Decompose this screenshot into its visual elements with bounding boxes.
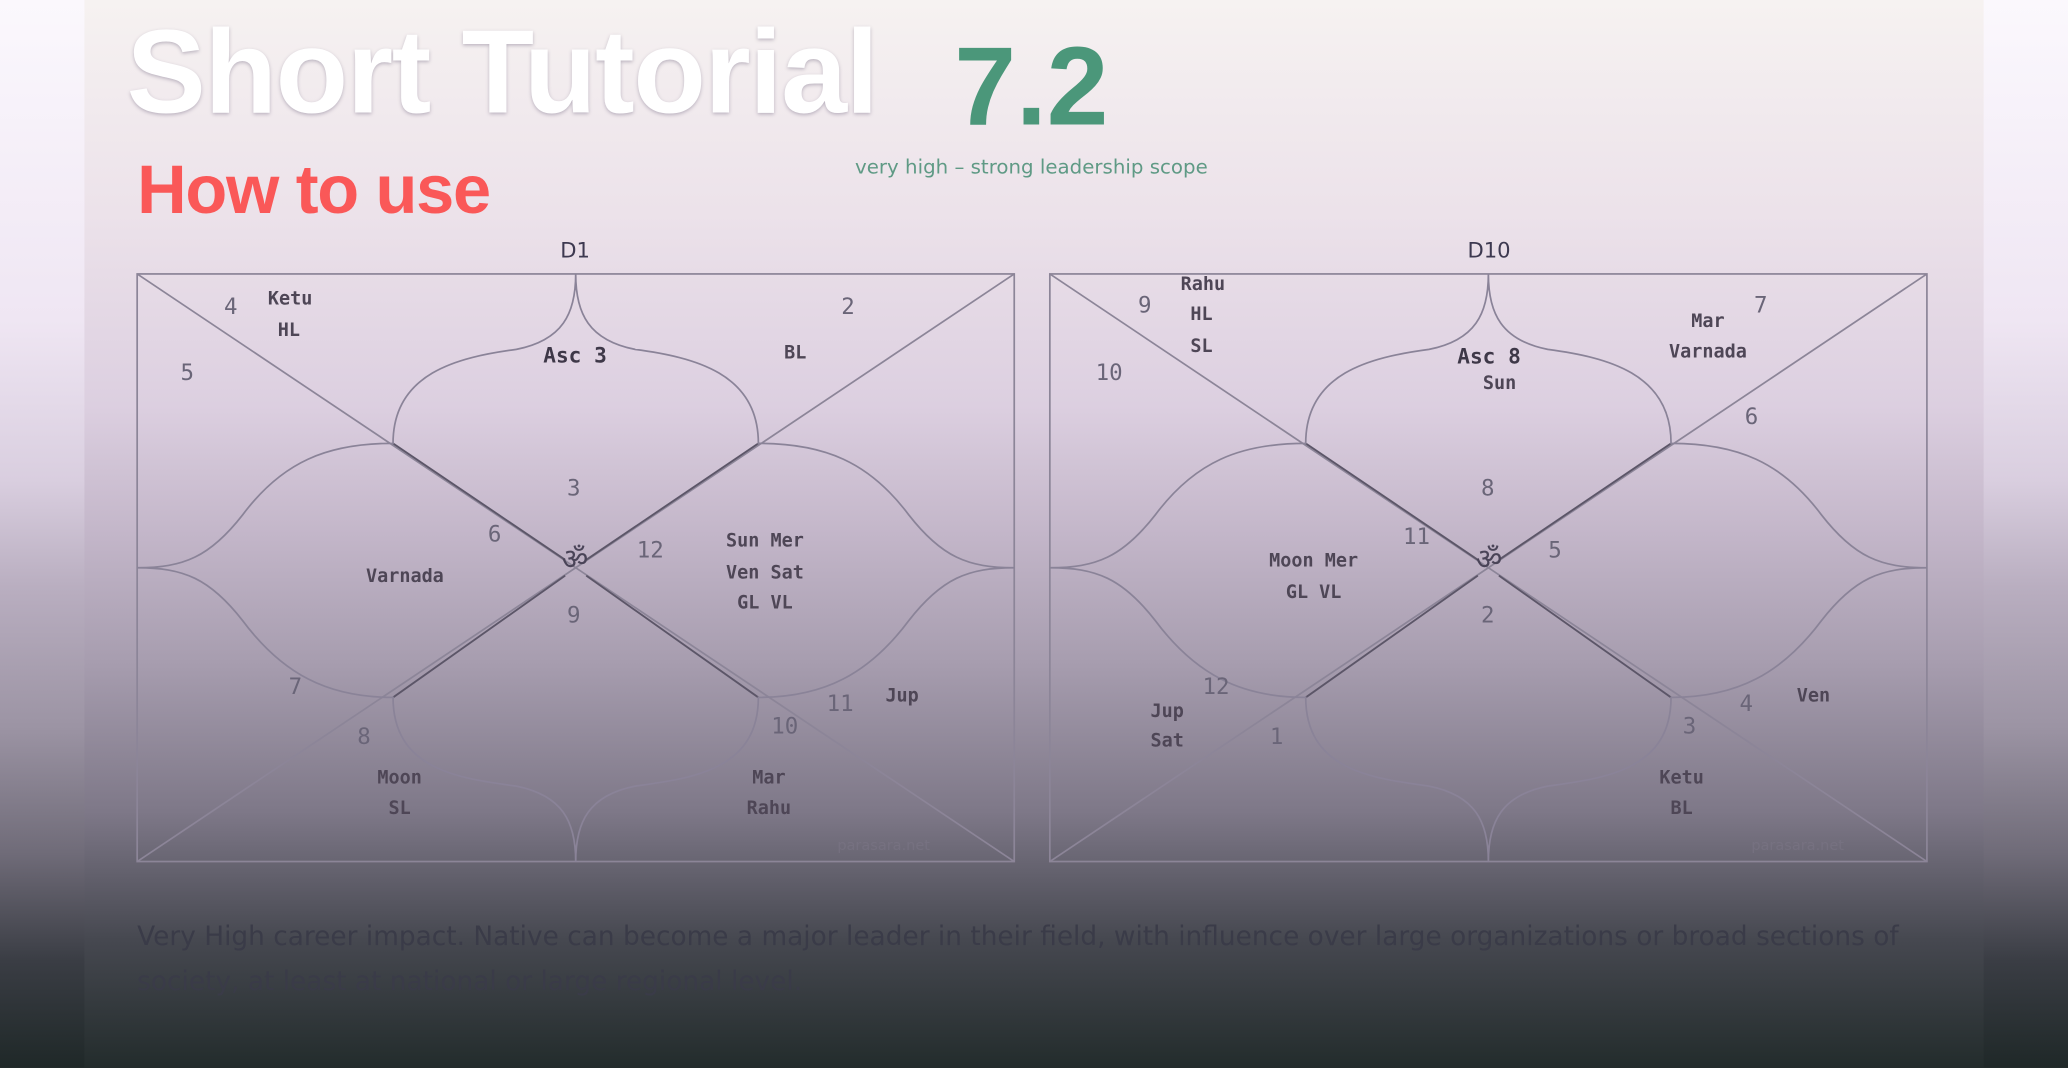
tutorial-subtitle[interactable]: How to use — [137, 152, 491, 229]
planet-label: Mar — [1691, 310, 1725, 333]
house-number: 12 — [636, 537, 664, 565]
main-panel — [84, 0, 1984, 1068]
planet-label: Jup — [1150, 701, 1184, 723]
inner-diagonal — [392, 442, 566, 561]
inner-diagonal — [1498, 442, 1672, 561]
inner-diagonal — [392, 574, 566, 699]
house-number: 6 — [1744, 403, 1759, 431]
lotus-outline — [137, 273, 1015, 862]
planet-label: Varnada — [365, 566, 444, 588]
chart-diagonal — [1049, 273, 1928, 863]
planet-label: Sun — [1482, 373, 1517, 395]
planet-label: Moon Mer — [1269, 550, 1359, 572]
house-number: 5 — [1548, 537, 1562, 565]
planet-label: Mar — [752, 767, 786, 789]
inner-diagonal — [1305, 442, 1479, 561]
chart-title-d10: D10 — [1467, 237, 1511, 263]
house-number: 6 — [487, 521, 502, 549]
planet-label: Ven Sat — [726, 562, 804, 584]
planet-label: Rahu — [746, 797, 792, 820]
house-number: 1 — [1269, 724, 1284, 751]
planet-label: Sun Mer — [726, 530, 804, 552]
house-number: 3 — [1682, 713, 1697, 741]
planet-label: SL — [1190, 336, 1213, 358]
planet-label: SL — [388, 797, 411, 820]
planet-label: Rahu — [1180, 273, 1226, 296]
tutorial-title[interactable]: Short Tutorial — [126, 6, 879, 139]
description-text: Very High career impact. Native can beco… — [137, 919, 1899, 997]
inner-diagonal — [585, 442, 759, 561]
planet-label: Ketu — [1659, 767, 1704, 789]
house-number: 3 — [566, 475, 581, 502]
planet-label: Ven — [1796, 685, 1831, 707]
om-icon: ॐ — [1475, 543, 1503, 578]
house-number: 5 — [180, 360, 195, 387]
planet-label: GL VL — [737, 592, 793, 614]
inner-diagonal — [1305, 574, 1479, 699]
planet-label: HL — [1190, 304, 1213, 326]
house-number: 8 — [357, 724, 371, 751]
planet-label: Sat — [1150, 730, 1184, 752]
planet-label: Asc 3 — [543, 342, 607, 368]
watermark: parasara.net — [837, 836, 931, 855]
house-number: 4 — [224, 294, 238, 321]
score-label: very high – strong leadership scope — [855, 154, 1208, 179]
lotus-outline — [1049, 273, 1927, 862]
planet-label: Moon — [377, 767, 422, 789]
house-number: 7 — [288, 673, 303, 701]
planet-label: Asc 8 — [1457, 343, 1521, 369]
house-number: 11 — [1402, 524, 1431, 551]
house-number: 11 — [826, 691, 854, 718]
planet-label: BL — [1670, 797, 1693, 820]
house-number: 4 — [1739, 691, 1753, 718]
chart-diagonal — [136, 273, 1015, 863]
watermark: parasara.net — [1751, 836, 1845, 855]
house-number: 12 — [1202, 673, 1230, 701]
om-icon: ॐ — [561, 543, 589, 578]
planet-label: HL — [277, 320, 300, 342]
house-number: 2 — [1480, 602, 1495, 629]
house-number: 8 — [1480, 475, 1495, 502]
chart-title-d1: D1 — [560, 237, 590, 263]
planet-label: GL VL — [1285, 582, 1342, 604]
planet-label: BL — [784, 342, 807, 364]
inner-diagonal — [585, 574, 759, 699]
house-number: 9 — [566, 602, 581, 629]
planet-label: Ketu — [267, 288, 313, 310]
house-number: 7 — [1753, 292, 1768, 320]
house-number: 10 — [771, 713, 799, 741]
house-number: 9 — [1138, 292, 1152, 320]
house-number: 2 — [841, 294, 855, 321]
inner-diagonal — [1498, 574, 1672, 699]
house-number: 10 — [1095, 360, 1123, 387]
planet-label: Jup — [885, 685, 919, 707]
planet-label: Varnada — [1669, 341, 1747, 363]
score-value: 7.2 — [954, 23, 1109, 149]
